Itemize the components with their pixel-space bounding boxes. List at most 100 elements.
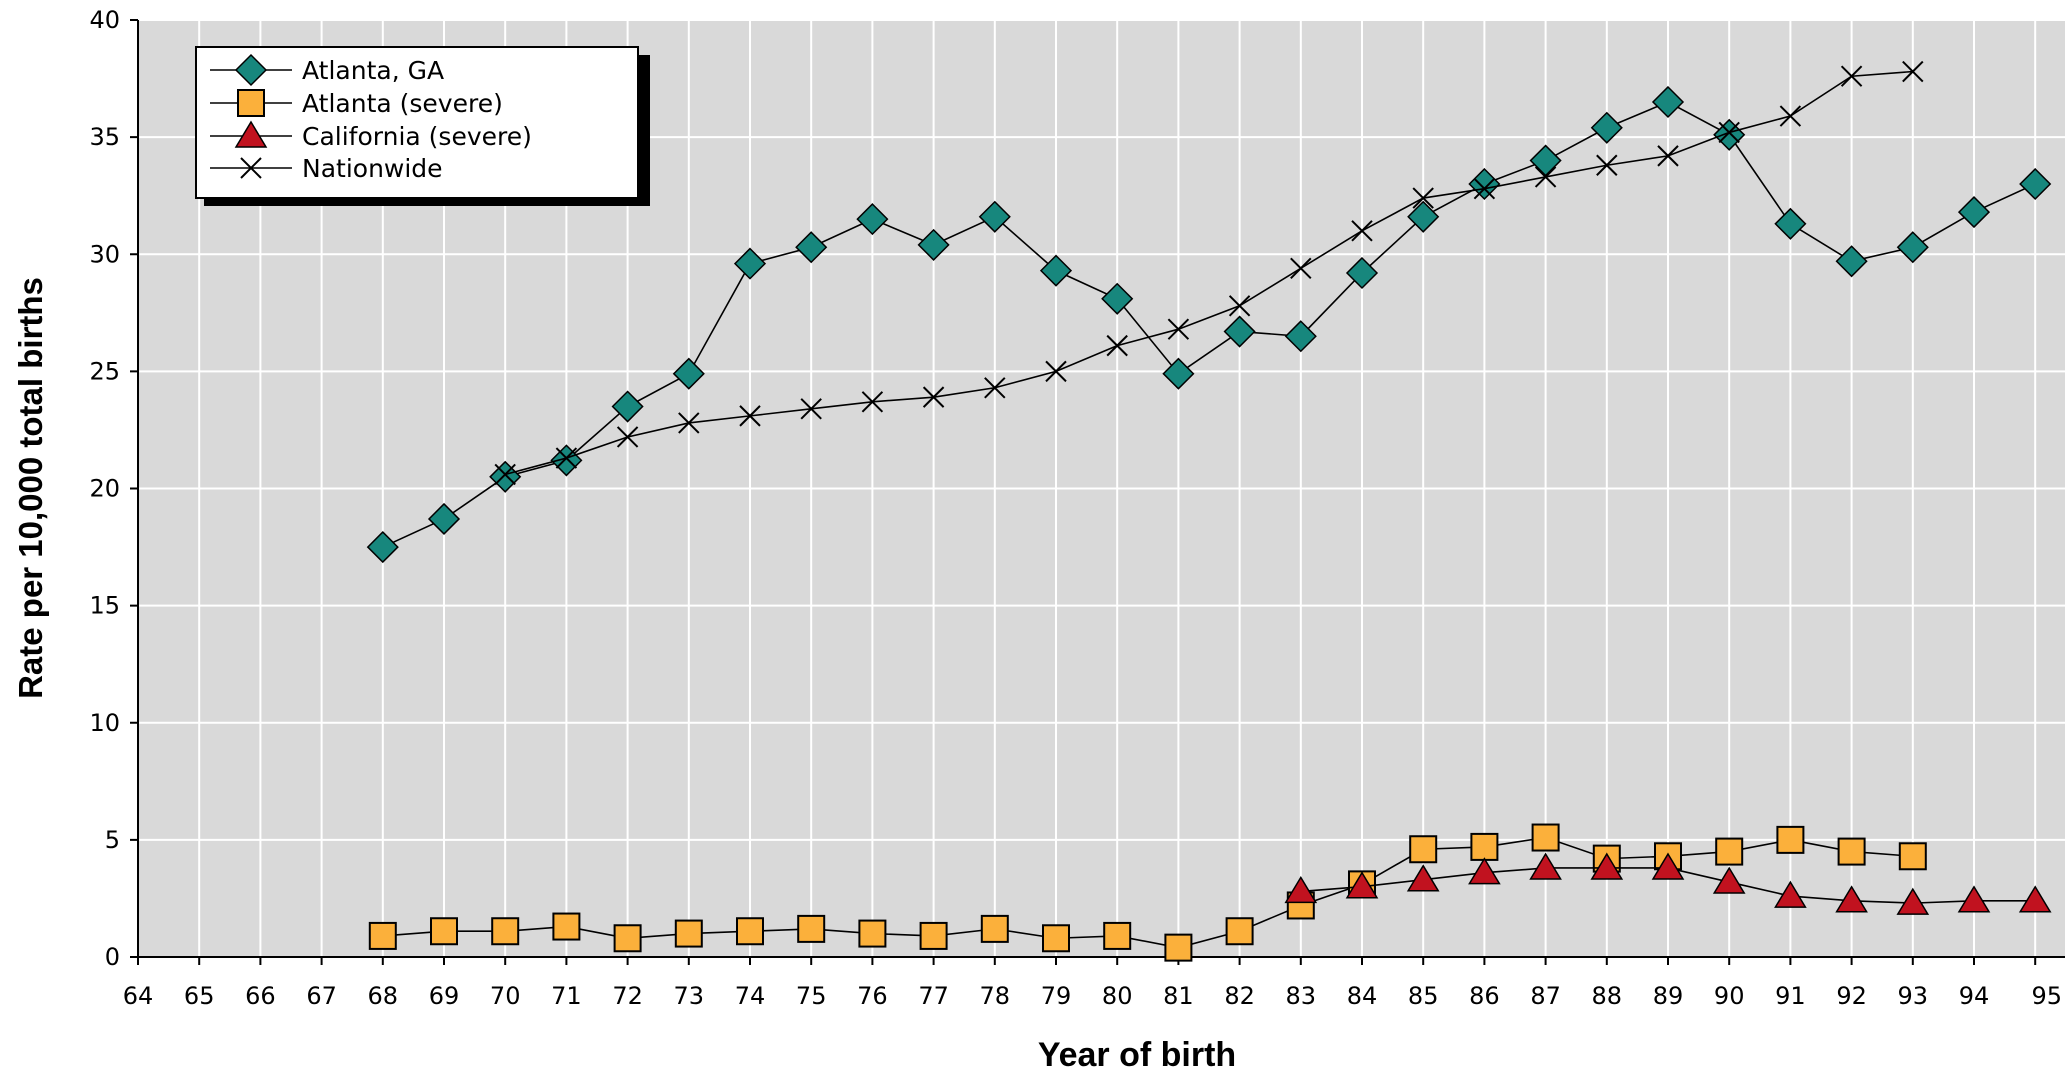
series-line xyxy=(382,101,2036,548)
data-point xyxy=(797,914,826,943)
y-tick-labels: 0 5 10 15 20 25 30 35 40 xyxy=(89,6,120,971)
data-point xyxy=(1223,315,1256,348)
data-point xyxy=(1590,852,1624,880)
data-point xyxy=(368,921,397,950)
data-point xyxy=(1531,823,1560,852)
x-tick-label: 72 xyxy=(612,982,643,1010)
data-point xyxy=(1406,864,1440,892)
x-tick-label: 95 xyxy=(2031,982,2062,1010)
legend: Atlanta, GA Atlanta (severe) California (s… xyxy=(195,46,650,206)
data-point xyxy=(1840,65,1863,87)
x-tick-label: 83 xyxy=(1286,982,1317,1010)
data-point xyxy=(491,917,520,946)
data-point xyxy=(2018,885,2052,913)
data-point xyxy=(1101,282,1134,315)
data-point xyxy=(1774,880,1807,908)
data-point xyxy=(858,919,887,948)
data-point xyxy=(1351,220,1373,242)
data-point xyxy=(1898,842,1927,871)
legend-box xyxy=(195,46,639,199)
x-tick-label: 71 xyxy=(551,982,582,1010)
data-point xyxy=(922,386,945,408)
y-tick-label: 25 xyxy=(89,357,120,385)
legend-item: Atlanta (severe) xyxy=(210,89,503,118)
x-tick-label: 93 xyxy=(1898,982,1929,1010)
data-point xyxy=(1345,256,1379,290)
x-tick-label: 74 xyxy=(735,982,766,1010)
x-axis-title: Year of birth xyxy=(1038,1036,1236,1073)
y-axis-title: Rate per 10,000 total births xyxy=(12,277,49,699)
data-point xyxy=(1957,885,1991,913)
legend-label: Atlanta (severe) xyxy=(302,89,503,118)
data-point xyxy=(1290,257,1312,280)
y-tick-label: 20 xyxy=(89,475,120,503)
data-point xyxy=(1468,857,1501,885)
x-tick-label: 84 xyxy=(1347,982,1378,1010)
data-point xyxy=(919,921,948,950)
data-point xyxy=(733,247,767,280)
data-point xyxy=(1896,231,1929,264)
data-point xyxy=(1164,933,1193,962)
data-point xyxy=(1042,924,1070,953)
data-point xyxy=(678,412,700,434)
data-point xyxy=(856,203,889,236)
x-tick-label: 79 xyxy=(1041,982,1072,1010)
data-point xyxy=(1162,357,1195,390)
x-tick-label: 89 xyxy=(1653,982,1684,1010)
data-point xyxy=(1657,145,1679,167)
data-point xyxy=(1225,917,1254,946)
data-point xyxy=(1345,871,1379,899)
data-point xyxy=(555,447,578,469)
x-tick-label: 92 xyxy=(1836,982,1867,1010)
legend-item: Atlanta, GA xyxy=(210,53,444,87)
data-point xyxy=(1167,318,1190,340)
x-tick-label: 82 xyxy=(1224,982,1255,1010)
data-point xyxy=(1835,245,1868,278)
legend-marker xyxy=(237,89,265,117)
data-point xyxy=(1284,875,1318,904)
x-tick-label: 70 xyxy=(490,982,521,1010)
data-point xyxy=(366,531,399,564)
data-point xyxy=(611,390,644,423)
x-tick-label: 78 xyxy=(980,982,1011,1010)
data-point xyxy=(1776,825,1805,854)
x-tick-label: 91 xyxy=(1775,982,1806,1010)
data-point xyxy=(1039,254,1073,287)
x-tick-label: 88 xyxy=(1592,982,1623,1010)
x-tick-label: 85 xyxy=(1408,982,1439,1010)
legend-marker xyxy=(240,157,262,179)
data-point xyxy=(1409,835,1438,864)
legend-label: California (severe) xyxy=(302,122,532,151)
data-point xyxy=(984,377,1006,399)
data-point xyxy=(1718,121,1740,144)
x-tick-label: 65 xyxy=(184,982,215,1010)
legend-label: Nationwide xyxy=(302,154,443,183)
x-tick-label: 67 xyxy=(306,982,337,1010)
data-point xyxy=(978,200,1011,233)
data-point xyxy=(616,426,639,448)
legend-label: Atlanta, GA xyxy=(302,56,444,85)
data-point xyxy=(672,357,705,390)
series-line xyxy=(504,70,1913,476)
data-point xyxy=(1651,85,1685,119)
data-point xyxy=(1228,295,1251,317)
data-point xyxy=(1412,187,1434,209)
x-tick-label: 86 xyxy=(1469,982,1500,1010)
series-triangle xyxy=(1284,852,2052,915)
x-tick-label: 76 xyxy=(857,982,888,1010)
data-point xyxy=(861,391,884,413)
y-tick-label: 0 xyxy=(105,943,120,971)
y-tick-label: 35 xyxy=(89,123,120,151)
x-tick-label: 68 xyxy=(368,982,399,1010)
data-point xyxy=(1103,921,1132,950)
data-point xyxy=(552,912,581,941)
data-point xyxy=(1529,852,1562,880)
data-point xyxy=(1596,154,1618,176)
x-tick-labels: 64 65 66 67 68 69 70 71 72 73 74 75 76 77 78 79 80 81 82 83… xyxy=(123,982,2062,1010)
data-point xyxy=(736,917,764,946)
data-point xyxy=(1045,360,1067,383)
x-tick-label: 75 xyxy=(796,982,827,1010)
data-point xyxy=(1712,866,1746,894)
data-point xyxy=(494,463,516,486)
